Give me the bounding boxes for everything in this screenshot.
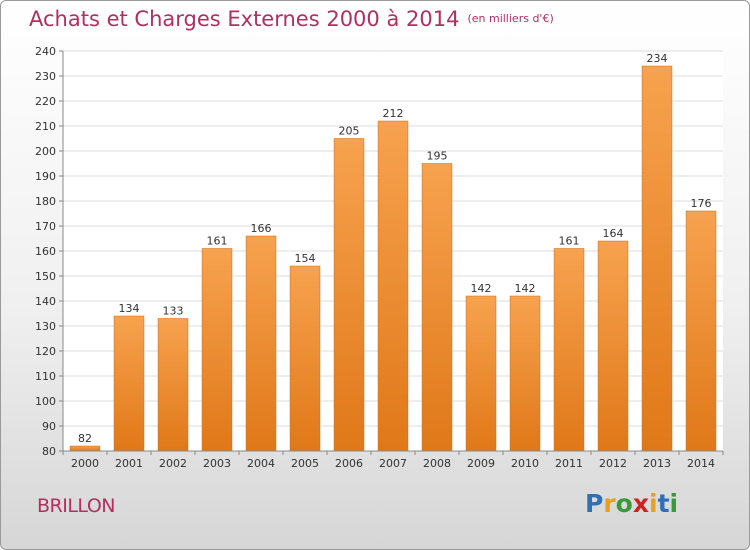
x-tick-label: 2006 bbox=[335, 457, 363, 470]
y-tick-label: 220 bbox=[35, 95, 56, 108]
bar bbox=[509, 295, 541, 452]
data-label: 161 bbox=[559, 235, 580, 248]
y-tick-label: 210 bbox=[35, 120, 56, 133]
y-tick-label: 230 bbox=[35, 70, 56, 83]
x-tick-label: 2010 bbox=[511, 457, 539, 470]
y-tick-label: 180 bbox=[35, 195, 56, 208]
bar bbox=[201, 248, 233, 452]
bar bbox=[377, 120, 409, 452]
place-name: BRILLON bbox=[37, 495, 116, 517]
bar bbox=[553, 248, 585, 452]
data-label: 142 bbox=[471, 282, 492, 295]
data-label: 205 bbox=[339, 125, 360, 138]
x-tick-label: 2002 bbox=[159, 457, 187, 470]
bar bbox=[113, 315, 145, 452]
data-label: 212 bbox=[383, 107, 404, 120]
data-label: 176 bbox=[691, 197, 712, 210]
logo-letter: i bbox=[669, 489, 679, 518]
proxiti-logo: Proxiti bbox=[585, 489, 678, 518]
bar bbox=[289, 265, 321, 452]
x-tick-label: 2013 bbox=[643, 457, 671, 470]
chart-unit: (en milliers d'€) bbox=[467, 12, 554, 25]
logo-letter: r bbox=[603, 489, 616, 518]
bar bbox=[597, 240, 629, 452]
x-tick-label: 2005 bbox=[291, 457, 319, 470]
x-tick-label: 2004 bbox=[247, 457, 275, 470]
y-tick-label: 240 bbox=[35, 45, 56, 58]
y-tick-label: 200 bbox=[35, 145, 56, 158]
data-label: 154 bbox=[295, 252, 316, 265]
x-tick-label: 2009 bbox=[467, 457, 495, 470]
data-label: 166 bbox=[251, 222, 272, 235]
data-label: 234 bbox=[647, 52, 668, 65]
data-label: 133 bbox=[163, 305, 184, 318]
y-tick-label: 160 bbox=[35, 245, 56, 258]
x-tick-label: 2007 bbox=[379, 457, 407, 470]
y-tick-label: 190 bbox=[35, 170, 56, 183]
bar bbox=[69, 445, 101, 452]
bar bbox=[421, 163, 453, 452]
chart-title-text: Achats et Charges Externes 2000 à 2014 bbox=[29, 7, 460, 31]
bar bbox=[245, 235, 277, 452]
logo-letter: i bbox=[649, 489, 658, 518]
y-tick-label: 120 bbox=[35, 345, 56, 358]
bar bbox=[157, 318, 189, 452]
x-tick-label: 2014 bbox=[687, 457, 715, 470]
x-tick-label: 2003 bbox=[203, 457, 231, 470]
x-tick-label: 2011 bbox=[555, 457, 583, 470]
data-label: 164 bbox=[603, 227, 624, 240]
x-tick-label: 2001 bbox=[115, 457, 143, 470]
x-tick-label: 2000 bbox=[71, 457, 99, 470]
y-tick-label: 150 bbox=[35, 270, 56, 283]
logo-letter: t bbox=[657, 489, 670, 518]
y-tick-label: 100 bbox=[35, 395, 56, 408]
x-tick-label: 2012 bbox=[599, 457, 627, 470]
x-tick-label: 2008 bbox=[423, 457, 451, 470]
bar bbox=[465, 295, 497, 452]
data-label: 82 bbox=[78, 432, 92, 445]
bar bbox=[333, 138, 365, 452]
logo-letter: P bbox=[585, 489, 604, 518]
y-tick-label: 90 bbox=[42, 420, 56, 433]
y-tick-label: 170 bbox=[35, 220, 56, 233]
y-tick-label: 130 bbox=[35, 320, 56, 333]
bar bbox=[685, 210, 717, 452]
logo-letter: x bbox=[632, 489, 649, 518]
data-label: 161 bbox=[207, 235, 228, 248]
y-tick-label: 110 bbox=[35, 370, 56, 383]
data-label: 134 bbox=[119, 302, 140, 315]
y-tick-label: 80 bbox=[42, 445, 56, 458]
y-tick-label: 140 bbox=[35, 295, 56, 308]
chart-title: Achats et Charges Externes 2000 à 2014 (e… bbox=[29, 7, 554, 31]
data-label: 195 bbox=[427, 150, 448, 163]
logo-letter: o bbox=[615, 489, 633, 518]
data-label: 142 bbox=[515, 282, 536, 295]
bar bbox=[641, 65, 673, 452]
